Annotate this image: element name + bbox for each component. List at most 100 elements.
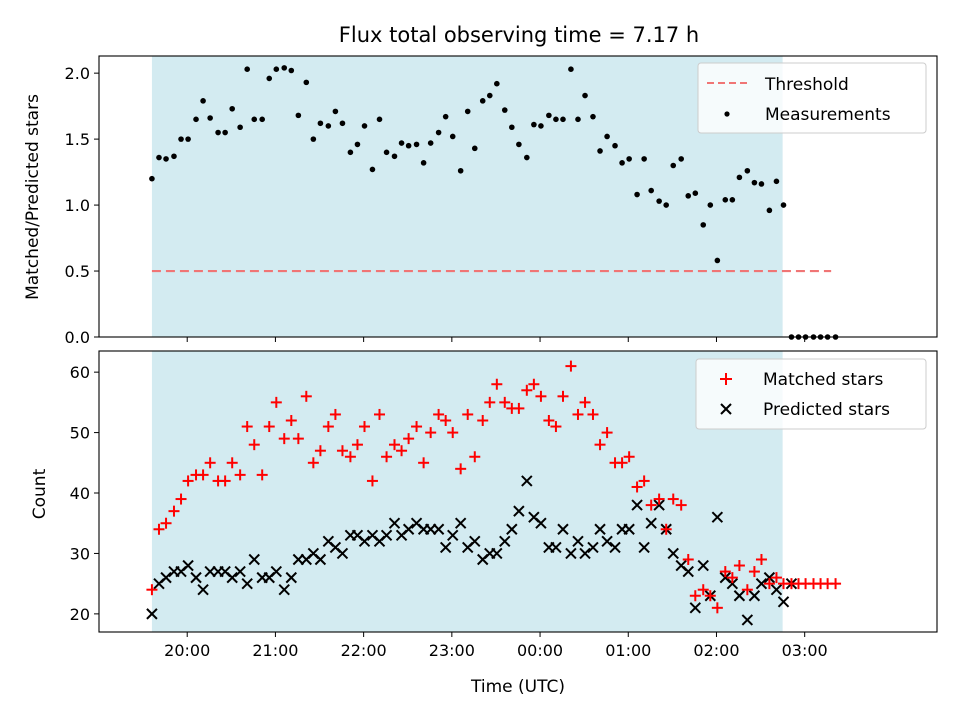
predicted-star-point: [697, 559, 709, 572]
measurement-point: [464, 108, 471, 115]
matched-star-point: [263, 421, 275, 433]
measurement-point: [229, 105, 235, 112]
measurement-point: [171, 153, 177, 160]
predicted-star-point: [587, 541, 599, 554]
predicted-star-point: [402, 523, 415, 535]
matched-star-point: [462, 408, 474, 420]
measurement-point: [207, 115, 213, 121]
predicted-star-point: [711, 511, 724, 523]
measurement-point: [604, 133, 610, 140]
matched-star-point: [711, 602, 723, 614]
predicted-star-point: [726, 577, 739, 590]
matched-star-point: [755, 553, 767, 565]
matched-star-point: [697, 584, 709, 596]
matched-star-point: [638, 475, 650, 487]
measurement-point: [780, 202, 787, 208]
matched-star-point: [175, 493, 187, 505]
predicted-star-point: [550, 541, 562, 554]
bottom-axes-frame: [98, 350, 938, 633]
matched-star-point: [256, 469, 268, 481]
predicted-star-point: [447, 529, 459, 542]
matched-star-point: [278, 433, 290, 445]
predicted-star-point: [733, 590, 746, 602]
measurement-point: [560, 116, 566, 123]
y-tick-label: 1.0: [65, 196, 90, 215]
matched-legend-swatch: [720, 373, 732, 385]
y-tick-label: 20: [70, 605, 90, 624]
measurement-point: [420, 160, 427, 166]
x-tick-label: 01:00: [605, 641, 651, 660]
predicted-star-point: [594, 523, 606, 535]
y-tick-label: 0.0: [65, 328, 90, 347]
measurement-point: [678, 156, 684, 162]
top-measurements: [149, 65, 839, 340]
predicted-star-point: [182, 559, 194, 572]
matched-star-point: [535, 390, 547, 402]
measurement-point: [531, 121, 537, 128]
top-legend-box: [697, 62, 927, 134]
matched-star-point: [411, 421, 423, 433]
measurement-point: [310, 136, 317, 142]
measurement-point: [648, 187, 654, 194]
measurements-legend-label: Measurements: [765, 105, 891, 125]
predicted-star-point: [748, 590, 761, 602]
predicted-star-point: [689, 602, 702, 614]
bottom-shaded-region: [151, 351, 783, 632]
predicted-star-point: [638, 541, 650, 554]
y-tick-label: 60: [70, 363, 90, 382]
matched-star-point: [307, 457, 319, 469]
measurement-point: [553, 116, 559, 123]
measurement-point: [744, 167, 751, 174]
predicted-star-point: [565, 547, 577, 560]
measurement-point: [736, 174, 743, 181]
matched-star-point: [660, 523, 672, 535]
matched-star-point: [594, 439, 606, 451]
matched-star-point: [645, 499, 657, 511]
matched-star-point: [219, 475, 231, 487]
measurement-point: [707, 202, 714, 208]
matched-star-point: [182, 475, 194, 487]
matched-star-point: [469, 451, 481, 463]
matched-star-point: [226, 457, 238, 469]
predicted-star-point: [190, 571, 202, 584]
measurement-point: [244, 66, 250, 72]
threshold-legend-label: Threshold: [764, 75, 849, 95]
measurement-point: [413, 141, 420, 148]
bottom-y-ticks: 20 30 40 50 60: [70, 363, 99, 624]
matched-star-point: [763, 578, 775, 590]
measurement-point: [685, 193, 692, 199]
matched-star-point: [733, 560, 745, 572]
predicted-star-point: [358, 535, 371, 548]
predicted-star-point: [631, 499, 643, 511]
measurement-point: [449, 133, 456, 140]
measurement-point: [391, 153, 398, 160]
matched-star-point: [425, 427, 437, 439]
matched-star-point: [557, 390, 569, 402]
matched-star-point: [726, 572, 738, 584]
measurement-point: [215, 129, 221, 136]
measurement-point: [222, 129, 228, 136]
predicted-star-point: [770, 583, 783, 596]
measurements-legend-swatch: [724, 111, 730, 117]
measurement-point: [619, 160, 625, 166]
predicted-star-point: [572, 535, 584, 548]
x-tick-label: 02:00: [693, 641, 739, 660]
x-tick-label: 20:00: [164, 641, 210, 660]
matched-star-point: [667, 493, 679, 505]
measurement-point: [295, 112, 302, 119]
matched-star-point: [477, 414, 489, 426]
x-tick-label: 03:00: [782, 641, 828, 660]
predicted-star-point: [579, 547, 591, 560]
matched-star-point: [587, 408, 599, 420]
matched-star-point: [344, 451, 356, 463]
predicted-star-point: [285, 571, 298, 584]
predicted-star-point: [601, 535, 613, 548]
matched-star-point: [389, 439, 401, 451]
matched-star-point: [565, 360, 577, 372]
matched-star-point: [616, 457, 628, 469]
measurement-point: [692, 190, 699, 197]
measurement-point: [670, 162, 677, 169]
matched-star-point: [741, 584, 753, 596]
measurement-point: [634, 191, 640, 198]
matched-star-point: [748, 566, 760, 578]
